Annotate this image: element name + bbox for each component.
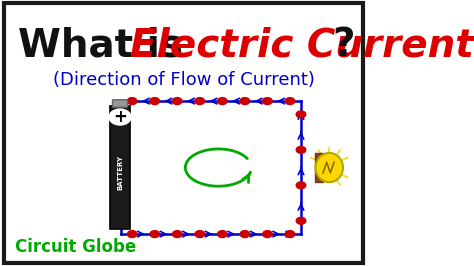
Ellipse shape bbox=[316, 153, 343, 182]
FancyBboxPatch shape bbox=[110, 106, 130, 229]
Circle shape bbox=[285, 98, 295, 105]
Circle shape bbox=[240, 98, 250, 105]
Circle shape bbox=[195, 98, 205, 105]
Circle shape bbox=[285, 231, 295, 238]
Circle shape bbox=[296, 146, 306, 153]
Circle shape bbox=[296, 111, 306, 118]
Circle shape bbox=[296, 182, 306, 189]
Circle shape bbox=[296, 217, 306, 224]
Circle shape bbox=[128, 231, 137, 238]
Circle shape bbox=[150, 231, 159, 238]
Circle shape bbox=[173, 98, 182, 105]
Circle shape bbox=[218, 98, 227, 105]
Text: BATTERY: BATTERY bbox=[117, 155, 123, 190]
Text: Circuit Globe: Circuit Globe bbox=[15, 238, 136, 256]
Circle shape bbox=[109, 109, 131, 125]
FancyBboxPatch shape bbox=[4, 3, 364, 263]
Text: +: + bbox=[113, 108, 127, 126]
Circle shape bbox=[150, 98, 159, 105]
Text: Electric Current: Electric Current bbox=[130, 26, 474, 64]
FancyBboxPatch shape bbox=[315, 153, 323, 182]
Circle shape bbox=[173, 231, 182, 238]
Text: (Direction of Flow of Current): (Direction of Flow of Current) bbox=[53, 71, 314, 89]
FancyBboxPatch shape bbox=[112, 100, 128, 107]
Circle shape bbox=[263, 231, 272, 238]
Circle shape bbox=[263, 98, 272, 105]
Circle shape bbox=[116, 111, 126, 118]
Circle shape bbox=[128, 98, 137, 105]
Circle shape bbox=[240, 231, 250, 238]
Circle shape bbox=[195, 231, 205, 238]
Circle shape bbox=[218, 231, 227, 238]
Text: What is: What is bbox=[18, 26, 197, 64]
Circle shape bbox=[116, 217, 126, 224]
Text: ?: ? bbox=[332, 26, 355, 64]
